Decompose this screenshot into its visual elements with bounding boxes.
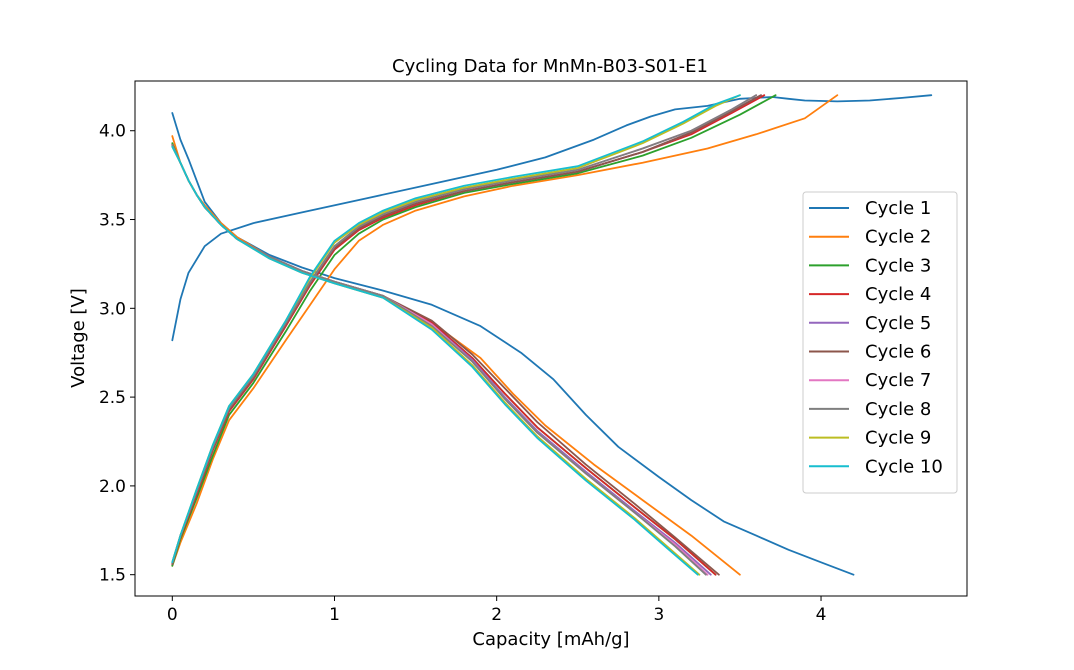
y-tick-label: 4.0 [99,122,126,142]
series-line-cycle-1-discharge [171,112,855,576]
legend-label: Cycle 2 [865,227,931,248]
series-line-cycle-4-charge [171,94,766,565]
series-line-cycle-1-charge [171,94,933,342]
y-axis: 1.5 2.0 2.5 3.0 3.5 4.0 [99,122,135,586]
legend-label: Cycle 1 [865,198,931,219]
legend-box [802,191,958,494]
y-tick-label: 2.0 [99,477,126,497]
series-line-cycle-5-charge [171,94,762,565]
x-tick-label: 0 [167,605,178,625]
x-tick-label: 3 [653,605,664,625]
series-line-cycle-7-charge [171,94,758,564]
series-line-cycle-3-charge [171,94,777,567]
series-line-cycle-10-charge [171,94,741,564]
y-tick-label: 1.5 [99,566,126,586]
x-tick-label: 1 [329,605,340,625]
series-line-cycle-9-charge [171,94,741,564]
legend-label: Cycle 4 [865,284,931,305]
y-tick-label: 3.5 [99,211,126,231]
series-line-cycle-10-discharge [171,145,699,576]
x-tick-label: 4 [816,605,827,625]
legend-label: Cycle 9 [865,428,931,449]
x-axis-title: Capacity [mAh/g] [472,629,629,650]
y-tick-label: 3.0 [99,299,126,319]
legend-label: Cycle 6 [865,342,931,363]
x-tick-label: 2 [491,605,502,625]
series-layer [171,94,933,576]
legend-label: Cycle 3 [865,255,931,276]
plot-frame [134,80,968,597]
legend-label: Cycle 5 [865,313,931,334]
series-line-cycle-2-charge [171,94,839,567]
legend-label: Cycle 8 [865,399,931,420]
series-line-cycle-9-discharge [171,145,701,576]
series-line-cycle-7-discharge [171,144,709,576]
chart-title: Cycling Data for MnMn-B03-S01-E1 [392,56,708,77]
series-line-cycle-5-discharge [171,144,712,576]
legend: Cycle 1 Cycle 2 Cycle 3 Cycle 4 Cycle 5 Cycle… [802,191,958,494]
series-line-cycle-6-charge [171,94,762,565]
y-tick-label: 2.5 [99,388,126,408]
legend-label: Cycle 7 [865,370,931,391]
series-line-cycle-2-discharge [171,135,741,576]
y-axis-title: Voltage [V] [68,288,89,388]
legend-label: Cycle 10 [865,456,943,477]
x-axis: 0 1 2 3 4 [167,596,827,625]
series-line-cycle-8-charge [171,94,758,564]
